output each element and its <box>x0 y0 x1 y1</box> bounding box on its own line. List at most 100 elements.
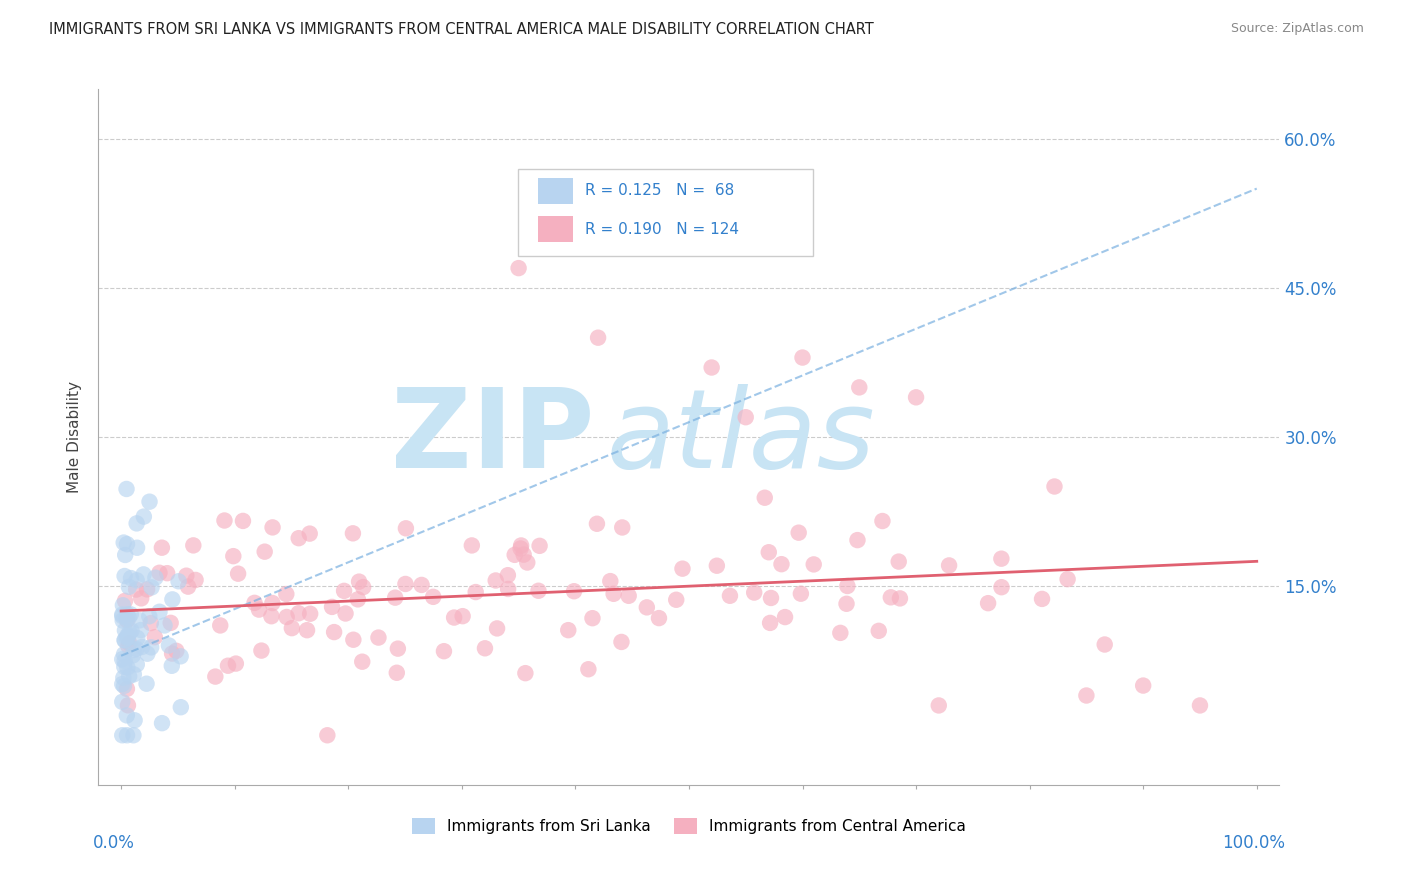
Point <box>115 681 138 696</box>
Point <box>112 648 135 662</box>
Point <box>586 516 609 531</box>
Point <box>576 662 599 676</box>
Point <box>111 599 134 613</box>
Point <box>167 574 190 589</box>
Point <box>118 580 141 594</box>
Point <box>117 607 139 622</box>
Point <box>1056 572 1078 586</box>
Point <box>136 582 159 597</box>
Point <box>527 583 550 598</box>
Point <box>153 618 176 632</box>
Point <box>115 631 138 645</box>
Point <box>671 562 693 576</box>
Point <box>222 549 245 563</box>
Point <box>225 657 247 671</box>
Point <box>170 700 193 714</box>
Point <box>129 591 152 606</box>
Point <box>125 541 148 555</box>
Point <box>156 566 179 581</box>
Point <box>742 585 765 599</box>
Point <box>464 585 486 599</box>
Point <box>990 580 1012 594</box>
Point <box>734 410 756 425</box>
Point <box>118 625 141 640</box>
Point <box>115 613 138 627</box>
Point <box>1076 689 1098 703</box>
Point <box>169 649 191 664</box>
Point <box>718 589 741 603</box>
Point <box>111 728 134 742</box>
Point <box>122 667 145 681</box>
Point <box>117 639 139 653</box>
Point <box>122 643 145 657</box>
Point <box>111 609 134 624</box>
Point <box>872 514 894 528</box>
Point <box>287 531 309 545</box>
Point <box>114 633 136 648</box>
Point <box>411 578 433 592</box>
Point <box>112 535 135 549</box>
Point <box>138 494 160 508</box>
Point <box>125 574 148 588</box>
Point <box>803 558 825 572</box>
Point <box>136 647 159 661</box>
Point <box>581 611 603 625</box>
Point <box>150 541 173 555</box>
Point <box>276 610 298 624</box>
Point <box>260 609 283 624</box>
Point <box>706 558 728 573</box>
Point <box>1094 638 1116 652</box>
Point <box>114 633 136 648</box>
Point <box>115 611 138 625</box>
Point <box>508 261 530 276</box>
Point <box>177 580 200 594</box>
Point <box>157 639 180 653</box>
Point <box>928 698 950 713</box>
Point <box>529 539 551 553</box>
Point <box>160 658 183 673</box>
Point <box>262 520 284 534</box>
Point <box>150 716 173 731</box>
Point <box>121 624 143 638</box>
Point <box>298 526 321 541</box>
Point <box>367 631 389 645</box>
Point <box>889 591 911 606</box>
Point <box>232 514 254 528</box>
Point <box>148 566 170 580</box>
Point <box>122 728 145 742</box>
Point <box>496 568 519 582</box>
Point <box>321 599 343 614</box>
Point <box>117 698 139 713</box>
Point <box>114 654 136 668</box>
Point <box>880 591 903 605</box>
Point <box>129 623 152 637</box>
Point <box>846 533 869 547</box>
Point <box>132 509 155 524</box>
Point <box>516 556 538 570</box>
Point <box>830 626 852 640</box>
Point <box>127 631 149 645</box>
Point <box>770 557 793 571</box>
Point <box>887 555 910 569</box>
Point <box>758 545 780 559</box>
Point <box>117 629 139 643</box>
Point <box>648 611 671 625</box>
Point <box>759 615 782 630</box>
Point <box>395 521 418 535</box>
Point <box>287 607 309 621</box>
Point <box>114 594 136 608</box>
Point <box>115 482 138 496</box>
Point <box>299 607 322 621</box>
Point <box>125 642 148 657</box>
Point <box>253 544 276 558</box>
Point <box>503 548 526 562</box>
Point <box>111 677 134 691</box>
Point <box>759 591 782 605</box>
Text: Source: ZipAtlas.com: Source: ZipAtlas.com <box>1230 22 1364 36</box>
Point <box>433 644 456 658</box>
Text: R = 0.125   N =  68: R = 0.125 N = 68 <box>585 183 734 198</box>
Point <box>139 616 162 631</box>
Point <box>977 596 1000 610</box>
Point <box>394 577 416 591</box>
Point <box>496 582 519 596</box>
